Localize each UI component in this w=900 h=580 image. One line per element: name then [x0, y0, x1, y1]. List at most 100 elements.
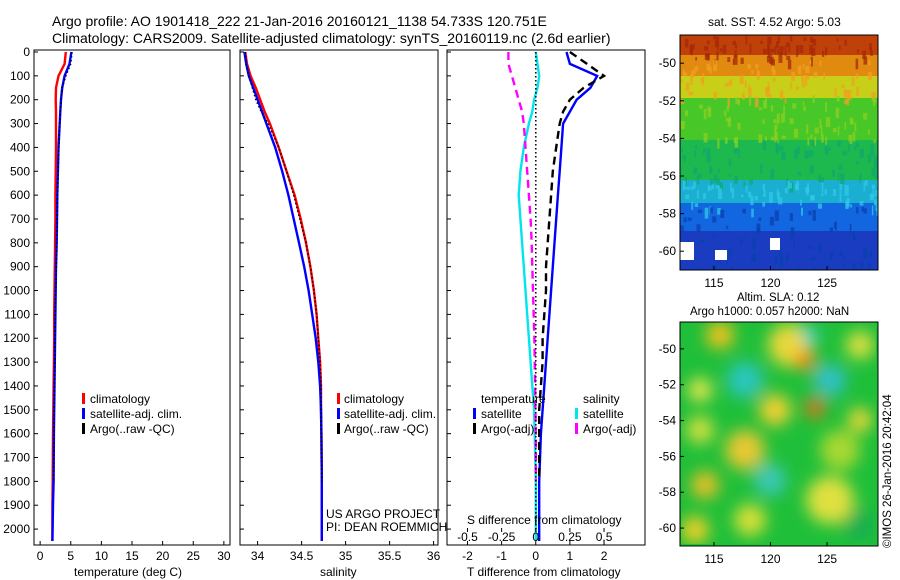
sst-speckle	[784, 45, 787, 56]
x-tick-label: 20	[156, 549, 170, 563]
sst-speckle	[789, 118, 794, 124]
sst-speckle	[703, 109, 707, 120]
sst-speckle	[855, 142, 859, 147]
sst-speckle	[818, 242, 822, 253]
sst-speckle	[732, 58, 735, 65]
sst-speckle	[740, 57, 744, 64]
sst-speckle	[796, 181, 800, 191]
map-y-tick-label: -60	[659, 244, 677, 258]
sst-speckle	[724, 110, 727, 117]
sst-speckle	[716, 42, 719, 51]
sst-speckle	[859, 148, 864, 158]
sst-speckle	[763, 193, 766, 197]
depth-tick-label: 400	[10, 140, 30, 154]
series-satellite-adj-clim-	[243, 51, 323, 541]
sst-speckle	[734, 43, 738, 49]
sst-speckle	[821, 182, 824, 193]
sst-speckle	[750, 254, 755, 262]
sst-speckle	[867, 154, 872, 163]
sst-speckle	[743, 181, 746, 187]
sst-speckle	[703, 133, 708, 143]
sst-speckle	[700, 239, 705, 243]
sst-speckle	[726, 106, 730, 112]
map-y-tick-label: -56	[659, 169, 677, 183]
sst-speckle	[691, 70, 695, 78]
sst-speckle	[732, 251, 734, 256]
series-t-satellite	[538, 51, 599, 541]
sst-speckle	[720, 209, 725, 218]
sst-speckle	[823, 72, 826, 80]
legend-label-climatology: climatology	[344, 392, 404, 406]
sla-blob	[686, 416, 714, 444]
sst-speckle	[716, 51, 719, 61]
sst-speckle	[692, 43, 695, 50]
depth-tick-label: 1000	[3, 284, 30, 298]
x-tick-label: 0	[37, 549, 44, 563]
difference-panel-frame	[446, 49, 646, 546]
legend-title-temperature: temperature	[481, 392, 546, 406]
sst-speckle	[779, 261, 784, 267]
sst-speckle	[832, 128, 837, 133]
sst-speckle	[781, 151, 786, 161]
legend-swatch-climatology	[337, 393, 340, 404]
sst-speckle	[756, 70, 760, 81]
sst-speckle	[804, 150, 809, 159]
salinity-plot: 34 34.5 35 35.5 36	[243, 51, 441, 563]
sst-speckle	[769, 192, 773, 203]
sst-speckle	[792, 103, 797, 109]
top-tick-label: 0	[532, 530, 539, 544]
sst-speckle	[840, 173, 845, 184]
legend-label-argo: Argo(..raw -QC)	[344, 422, 429, 436]
sst-speckle	[762, 183, 765, 191]
sst-speckle	[824, 189, 827, 195]
sst-speckle	[734, 49, 737, 59]
sst-speckle	[863, 247, 868, 259]
x-tick-label: 35.5	[378, 549, 402, 563]
sst-speckle	[709, 166, 713, 174]
sst-speckle	[852, 132, 856, 142]
x-tick-label: 0	[532, 549, 539, 563]
x-tick-label: 30	[217, 549, 231, 563]
sla-blob	[688, 378, 712, 402]
sst-speckle	[863, 181, 866, 191]
sst-speckle	[706, 157, 711, 163]
sst-speckle	[748, 95, 752, 106]
sst-speckle	[707, 106, 711, 111]
sst-speckle	[685, 82, 690, 92]
sst-speckle	[856, 86, 859, 96]
sst-speckle	[781, 135, 787, 139]
sst-speckle	[727, 57, 731, 62]
sst-speckle	[730, 79, 732, 86]
depth-tick-label: 600	[10, 188, 30, 202]
sla-blob	[681, 516, 709, 544]
sst-speckle	[702, 73, 705, 80]
sst-speckle	[751, 70, 754, 75]
sst-speckle	[870, 50, 873, 56]
sst-speckle	[745, 35, 748, 45]
sst-speckle	[843, 255, 845, 261]
sst-speckle	[799, 45, 804, 54]
sst-speckle	[832, 252, 835, 256]
x-tick-label: 36	[427, 549, 441, 563]
sst-speckle	[714, 36, 720, 48]
sst-speckle	[778, 248, 781, 256]
sst-speckle	[712, 216, 717, 223]
sst-speckle	[696, 65, 699, 72]
sst-speckle	[842, 263, 845, 270]
sst-speckle	[739, 238, 744, 245]
legend-swatch-satellite	[337, 408, 340, 419]
sla-blob	[806, 476, 854, 524]
sst-speckle	[842, 151, 847, 156]
depth-tick-label: 300	[10, 117, 30, 131]
sst-speckle	[859, 201, 864, 206]
sst-speckle	[814, 127, 819, 134]
sst-speckle	[859, 176, 862, 183]
sst-speckle	[713, 91, 717, 100]
sst-speckle	[744, 235, 747, 239]
sst-speckle	[793, 241, 795, 248]
sla-blob	[848, 408, 872, 432]
sst-heatmap	[680, 35, 878, 270]
sst-speckle	[754, 195, 758, 201]
sst-speckle	[856, 160, 859, 165]
sst-speckle	[780, 90, 784, 100]
